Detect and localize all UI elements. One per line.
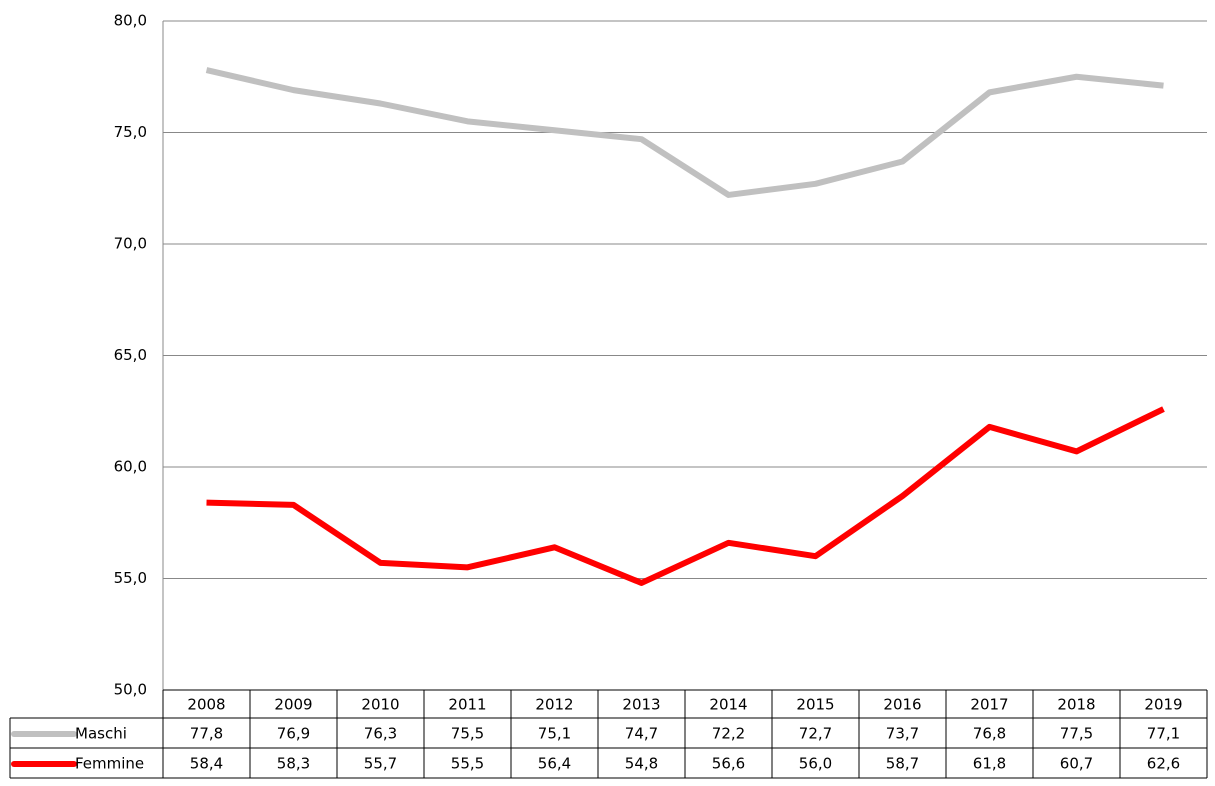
series-line — [205, 67, 1164, 198]
legend-label: Maschi — [75, 725, 127, 743]
x-tick-label: 2009 — [274, 696, 312, 714]
y-tick-label: 65,0 — [114, 346, 147, 364]
data-label: 72,7 — [799, 725, 832, 743]
series-line — [206, 406, 1165, 586]
data-label: 61,8 — [973, 755, 1006, 773]
data-label: 74,7 — [625, 725, 658, 743]
data-label: 77,1 — [1147, 725, 1180, 743]
data-label: 75,5 — [451, 725, 484, 743]
y-tick-label: 80,0 — [114, 12, 147, 30]
data-label: 76,8 — [973, 725, 1006, 743]
data-label: 58,7 — [886, 755, 919, 773]
data-label: 76,9 — [277, 725, 310, 743]
y-tick-label: 55,0 — [114, 569, 147, 587]
data-label: 56,6 — [712, 755, 745, 773]
x-tick-label: 2011 — [448, 696, 486, 714]
data-label: 55,5 — [451, 755, 484, 773]
data-label: 58,3 — [277, 755, 310, 773]
x-tick-label: 2016 — [883, 696, 921, 714]
x-tick-label: 2008 — [187, 696, 225, 714]
y-tick-label: 75,0 — [114, 123, 147, 141]
y-tick-label: 70,0 — [114, 235, 147, 253]
data-label: 60,7 — [1060, 755, 1093, 773]
x-tick-label: 2019 — [1144, 696, 1182, 714]
data-label: 54,8 — [625, 755, 658, 773]
x-tick-label: 2013 — [622, 696, 660, 714]
x-tick-label: 2012 — [535, 696, 573, 714]
data-label: 76,3 — [364, 725, 397, 743]
data-label: 62,6 — [1147, 755, 1180, 773]
data-label: 56,0 — [799, 755, 832, 773]
x-tick-label: 2018 — [1057, 696, 1095, 714]
data-label: 77,8 — [190, 725, 223, 743]
data-label: 75,1 — [538, 725, 571, 743]
data-label: 56,4 — [538, 755, 571, 773]
data-label: 58,4 — [190, 755, 223, 773]
data-label: 72,2 — [712, 725, 745, 743]
x-tick-label: 2017 — [970, 696, 1008, 714]
y-tick-label: 60,0 — [114, 458, 147, 476]
data-label: 73,7 — [886, 725, 919, 743]
data-label: 55,7 — [364, 755, 397, 773]
x-tick-label: 2014 — [709, 696, 747, 714]
y-tick-label: 50,0 — [114, 681, 147, 699]
data-label: 77,5 — [1060, 725, 1093, 743]
x-tick-label: 2015 — [796, 696, 834, 714]
x-tick-label: 2010 — [361, 696, 399, 714]
legend-label: Femmine — [75, 755, 144, 773]
